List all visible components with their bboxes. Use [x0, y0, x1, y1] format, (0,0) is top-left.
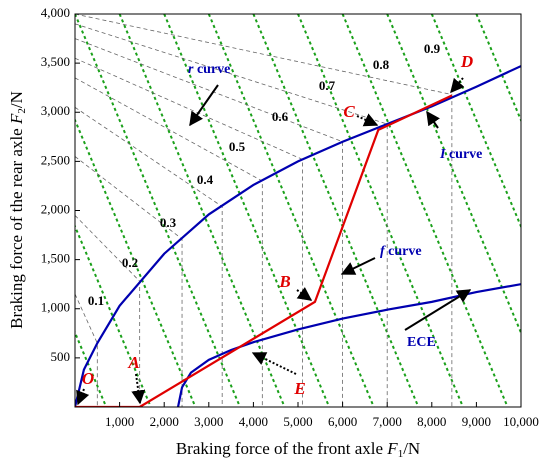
r-line-label: 0.1: [88, 293, 104, 308]
y-tick-label: 4,000: [41, 5, 70, 20]
arrow: [426, 110, 440, 129]
curve: [75, 65, 521, 407]
x-tick-label: 7,000: [373, 414, 402, 429]
r-line-label: 0.4: [197, 172, 214, 187]
dotted-arrow: [251, 352, 297, 375]
x-axis-title: Braking force of the front axle F1/N: [176, 439, 420, 460]
r-line-label: 0.8: [373, 57, 390, 72]
f-line: [75, 117, 197, 407]
x-tick-label: 3,000: [194, 414, 223, 429]
r-line-label: 0.3: [160, 215, 177, 230]
r-line-label: 0.7: [319, 78, 336, 93]
point-label: B: [278, 272, 290, 291]
f-line: [430, 14, 521, 230]
ece-label-text: ECE: [407, 335, 436, 350]
f-line: [207, 14, 375, 407]
y-tick-label: 3,500: [41, 54, 70, 69]
y-tick-label: 1,000: [41, 300, 70, 315]
x-tick-label: 1,000: [105, 414, 134, 429]
point-label: C: [343, 102, 355, 121]
f-line: [475, 14, 521, 123]
r-curve-label: r curve: [188, 62, 230, 77]
i-curve-label: I curve: [439, 147, 482, 162]
point-label: A: [127, 353, 139, 372]
ece-label: ECE: [407, 335, 436, 350]
point-label: E: [293, 379, 305, 398]
f-line: [163, 14, 331, 407]
dotted-arrow: [131, 373, 146, 405]
f-curve-label-symbol: f: [380, 244, 386, 259]
y-tick-label: 3,000: [41, 103, 70, 118]
plot-frame: [74, 13, 522, 408]
x-tick-label: 9,000: [462, 414, 491, 429]
x-tick-label: 2,000: [150, 414, 179, 429]
r-line-label: 0.9: [424, 41, 441, 56]
arrow: [404, 289, 472, 331]
r-line-label: 0.6: [272, 109, 289, 124]
curve: [75, 94, 453, 407]
f-curve-label-text: curve: [388, 244, 421, 259]
point-label: D: [460, 52, 473, 71]
y-tick-label: 2,000: [41, 201, 70, 216]
arrow: [189, 84, 219, 127]
r-line: [75, 14, 453, 407]
i-curve-label-symbol: I: [439, 147, 446, 162]
f-line: [75, 330, 108, 407]
i-curve-label-text: curve: [449, 147, 482, 162]
x-tick-label: 10,000: [503, 414, 539, 429]
f-line: [75, 223, 152, 407]
f-line: [75, 14, 241, 407]
y-tick-label: 1,500: [41, 251, 70, 266]
point-label: O: [82, 369, 94, 388]
r-line: [75, 77, 263, 407]
r-curve-label-text: curve: [197, 62, 230, 77]
f-curve-label: f curve: [380, 244, 422, 259]
r-line: [75, 293, 98, 407]
f-line: [341, 14, 509, 407]
y-axis-title: Braking force of the rear axle F2/N: [7, 91, 28, 329]
f-line: [297, 14, 464, 407]
dotted-arrow: [296, 286, 313, 301]
x-tick-label: 6,000: [328, 414, 357, 429]
f-line: [252, 14, 420, 407]
arrow: [340, 257, 376, 275]
dotted-arrow: [450, 77, 465, 94]
x-tick-label: 5,000: [283, 414, 312, 429]
r-line-label: 0.2: [122, 255, 138, 270]
r-curve-label-symbol: r: [188, 62, 194, 77]
curve: [176, 283, 521, 407]
x-tick-label: 8,000: [417, 414, 446, 429]
dotted-arrow: [356, 113, 379, 127]
y-tick-label: 2,500: [41, 152, 70, 167]
y-tick-label: 500: [51, 349, 71, 364]
r-line-label: 0.5: [229, 139, 246, 154]
x-tick-label: 4,000: [239, 414, 268, 429]
dotted-arrow: [76, 388, 90, 406]
